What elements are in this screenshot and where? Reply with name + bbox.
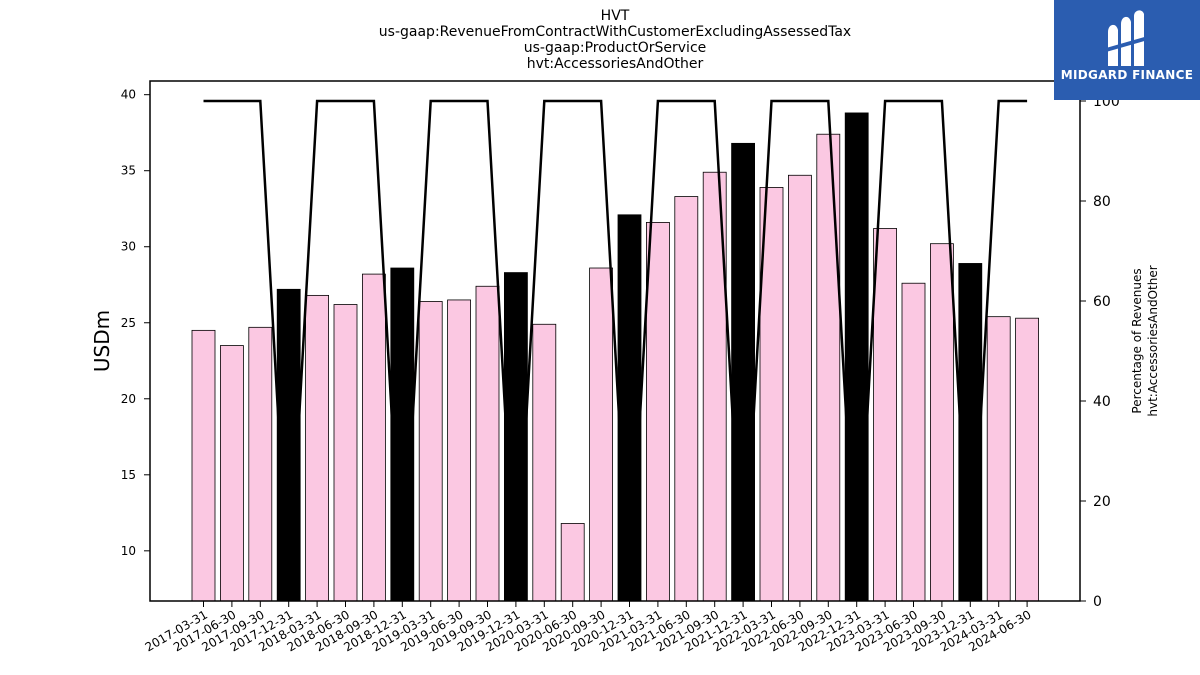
bar-2023-09-30 <box>930 243 954 602</box>
brand-logo-box: MIDGARD FINANCE <box>1054 0 1200 100</box>
y-axis-label-left: USDm <box>90 310 114 372</box>
bar-2023-03-31 <box>873 228 897 602</box>
bar-2021-03-31 <box>646 222 670 602</box>
y-tick-label: 25 <box>121 316 136 330</box>
bar-2018-03-31 <box>305 294 330 602</box>
y2-tick-label: 80 <box>1093 194 1111 210</box>
bar-2023-06-30 <box>901 282 926 602</box>
bar-2024-03-31 <box>986 316 1011 602</box>
bar-2017-03-31 <box>191 329 216 602</box>
bar-2019-12-31 <box>503 272 528 602</box>
bar-2019-09-30 <box>475 285 500 602</box>
chart-title-line-4: hvt:AccessoriesAndOther <box>527 56 704 72</box>
y2-tick-label: 60 <box>1093 294 1111 310</box>
y2-tick-label: 20 <box>1093 494 1111 510</box>
brand-name: MIDGARD FINANCE <box>1060 68 1194 82</box>
plot-frame <box>149 80 1081 602</box>
bar-2019-06-30 <box>447 299 472 602</box>
bar-2020-09-30 <box>589 267 613 602</box>
chart-title-line-3: us-gaap:ProductOrService <box>524 40 707 56</box>
y-tick-label: 40 <box>121 88 136 102</box>
bar-2022-12-31 <box>844 112 869 602</box>
bar-2017-06-30 <box>219 345 244 602</box>
y2-tick-label: 0 <box>1093 594 1102 610</box>
percentage-line <box>203 99 1028 602</box>
y-tick-label: 15 <box>121 468 136 482</box>
bar-2020-03-31 <box>532 323 557 602</box>
y2-tick-label: 40 <box>1093 394 1111 410</box>
percentage-line-series <box>203 99 1028 602</box>
chart-title-line-2: us-gaap:RevenueFromContractWithCustomerE… <box>379 24 851 40</box>
bar-2017-09-30 <box>248 326 273 602</box>
y-tick-label: 20 <box>121 392 136 406</box>
bar-2018-09-30 <box>361 273 386 602</box>
bar-2019-03-31 <box>418 301 443 602</box>
bar-2022-06-30 <box>788 174 812 602</box>
bar-2018-06-30 <box>333 304 358 602</box>
bar-2022-09-30 <box>816 133 841 602</box>
x-axis: 2017-03-312017-06-302017-09-302017-12-31… <box>143 601 1034 654</box>
bar-2018-12-31 <box>390 267 415 602</box>
bar-2021-06-30 <box>674 196 699 602</box>
y-tick-label: 30 <box>121 240 136 254</box>
y-axis-label-right-line-1: Percentage of Revenues <box>1130 268 1144 413</box>
bar-2024-06-30 <box>1015 317 1039 602</box>
midgard-m-logo-icon <box>1106 10 1148 66</box>
bar-2020-12-31 <box>617 214 642 602</box>
bar-2021-12-31 <box>731 142 755 602</box>
y-axis-left: 10 15 20 25 30 35 40 <box>121 88 150 558</box>
bar-2023-12-31 <box>958 263 983 602</box>
bar-2020-06-30 <box>560 523 585 602</box>
chart-title: HVT us-gaap:RevenueFromContractWithCusto… <box>379 8 851 72</box>
y-tick-label: 35 <box>121 164 136 178</box>
y-axis-label-right-line-2: hvt:AccessoriesAndOther <box>1146 265 1160 416</box>
y-tick-label: 10 <box>121 544 136 558</box>
chart-title-line-1: HVT <box>601 8 630 24</box>
